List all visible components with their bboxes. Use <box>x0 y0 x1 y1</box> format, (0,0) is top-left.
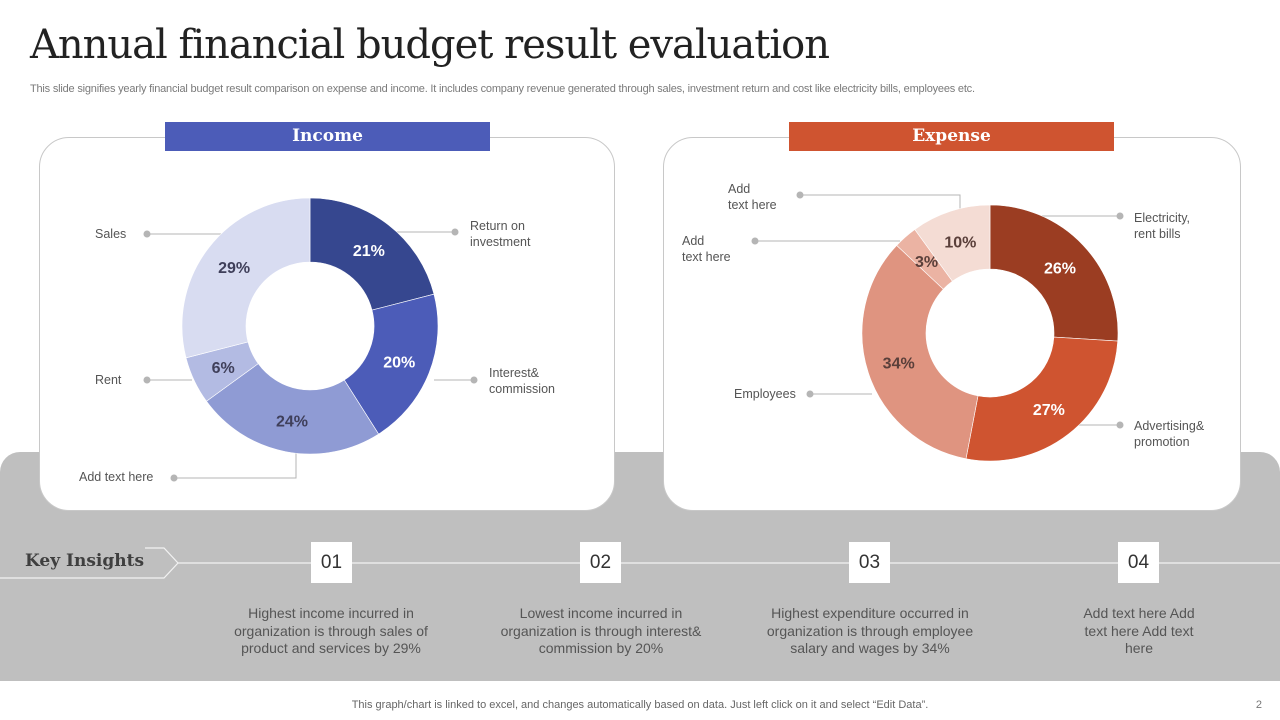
dot-add1 <box>796 191 804 199</box>
dot-electricity <box>1116 212 1124 220</box>
insight-text-2: Lowest income incurred in organization i… <box>500 605 702 656</box>
footer-note: This graph/chart is linked to excel, and… <box>351 699 929 711</box>
income-data-label-3: 24% <box>276 413 308 430</box>
dot-sales <box>143 230 151 238</box>
dot-return <box>451 228 459 236</box>
dot-interest <box>470 376 478 384</box>
insight-number-3: 03 <box>849 542 890 583</box>
expense-data-label-4: 3% <box>915 254 938 271</box>
leader-dots <box>143 191 1124 482</box>
income-slice-5[interactable] <box>181 197 311 359</box>
income-slice-2[interactable] <box>343 293 439 435</box>
expense-slice-3[interactable] <box>861 244 979 460</box>
dot-advertising <box>1116 421 1124 429</box>
expense-label-advertising: Advertising& promotion <box>1134 419 1205 449</box>
income-data-label-5: 29% <box>218 260 250 277</box>
expense-donut: 26% 27% 34% 3% 10% <box>861 204 1119 462</box>
insight-text-1: Highest income incurred in organization … <box>234 605 428 656</box>
expense-data-label-5: 10% <box>944 235 976 252</box>
income-label-return: Return on investment <box>470 219 531 249</box>
expense-label-electricity: Electricity, rent bills <box>1134 211 1191 241</box>
expense-label-add2: Add text here <box>682 234 731 264</box>
expense-data-label-1: 26% <box>1044 260 1076 277</box>
page-title: Annual financial budget result evaluatio… <box>30 22 830 68</box>
expense-label-employees: Employees <box>734 387 796 401</box>
income-data-label-1: 21% <box>353 243 385 260</box>
insights-timeline <box>0 547 1280 579</box>
income-label-interest: Interest& commission <box>489 366 555 396</box>
dot-add2 <box>751 237 759 245</box>
page-subtitle: This slide signifies yearly financial bu… <box>30 83 975 95</box>
expense-label-add1: Add text here <box>728 182 777 212</box>
dot-add <box>170 474 178 482</box>
dot-rent <box>143 376 151 384</box>
expense-header: Expense <box>789 122 1114 151</box>
income-data-label-4: 6% <box>212 360 235 377</box>
insight-number-4: 04 <box>1118 542 1159 583</box>
income-header: Income <box>165 122 490 151</box>
income-donut: 21% 20% 24% 6% 29% <box>181 197 439 455</box>
expense-data-label-2: 27% <box>1033 402 1065 419</box>
insight-number-1: 01 <box>311 542 352 583</box>
income-label-add: Add text here <box>79 470 154 484</box>
expense-data-label-3: 34% <box>883 356 915 373</box>
expense-slice-1[interactable] <box>989 204 1119 342</box>
insight-text-4: Add text here Add text here Add text her… <box>1083 605 1195 656</box>
insight-number-2: 02 <box>580 542 621 583</box>
insight-text-3: Highest expenditure occurred in organiza… <box>766 605 974 656</box>
leader-add <box>174 452 297 479</box>
dot-employees <box>806 390 814 398</box>
expense-slice-2[interactable] <box>965 336 1119 462</box>
key-insights-label: Key Insights <box>25 551 145 571</box>
income-data-label-2: 20% <box>383 354 415 371</box>
leader-add1 <box>800 194 961 210</box>
income-slice-1[interactable] <box>309 197 435 311</box>
income-slice-3[interactable] <box>206 363 380 455</box>
income-label-rent: Rent <box>95 373 122 387</box>
expense-slice-5[interactable] <box>914 204 991 282</box>
page-number: 2 <box>1255 699 1262 711</box>
income-label-sales: Sales <box>95 227 127 241</box>
